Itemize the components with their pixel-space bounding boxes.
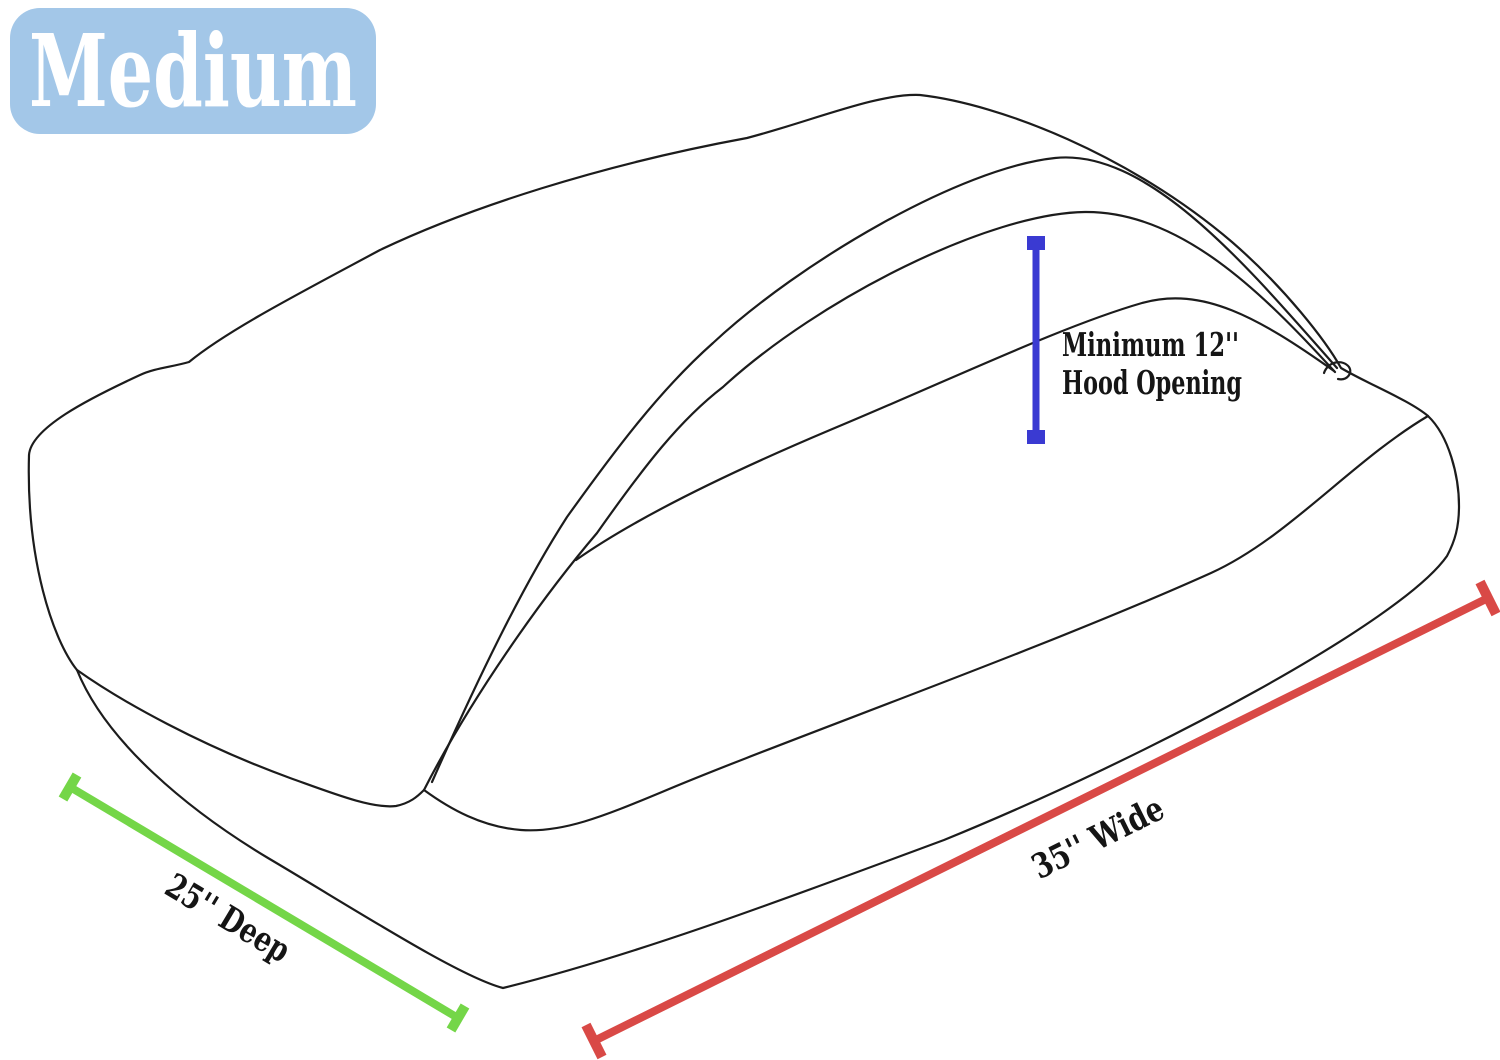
width-dimension-right-cap: [1475, 579, 1500, 617]
size-badge-label: Medium: [29, 12, 357, 130]
width-dimension-label: 35'' Wide: [1026, 789, 1171, 888]
pet-bed-drawing: [27, 93, 1461, 990]
base-front-rim-path: [422, 414, 1430, 832]
hood-rim-outer-path: [430, 156, 1339, 784]
hood-opening-lower-edge-path: [574, 297, 1336, 562]
hood-opening-dimension: Minimum 12'' Hood Opening: [1027, 236, 1242, 444]
hood-corner-curl-path: [1322, 361, 1352, 381]
size-badge-background: [10, 8, 376, 134]
depth-dimension-right-cap: [446, 1003, 470, 1033]
depth-dimension-line: [67, 783, 461, 1022]
width-dimension-left-cap: [581, 1022, 607, 1060]
hood-opening-label-line2: Hood Opening: [1062, 363, 1242, 402]
width-dimension: 35'' Wide: [581, 579, 1500, 1060]
width-dimension-line: [592, 594, 1490, 1045]
bed-outer-silhouette-path: [27, 93, 1461, 990]
depth-dimension-left-cap: [58, 772, 82, 802]
bolster-seam-path: [75, 668, 426, 808]
hood-opening-dimension-top-cap: [1027, 236, 1045, 250]
size-badge: Medium: [10, 8, 376, 134]
depth-dimension: 25'' Deep: [58, 772, 470, 1033]
hood-rim-inner-path: [422, 210, 1337, 792]
hood-opening-label-line1: Minimum 12'': [1062, 325, 1239, 364]
hood-opening-dimension-bottom-cap: [1027, 430, 1045, 444]
